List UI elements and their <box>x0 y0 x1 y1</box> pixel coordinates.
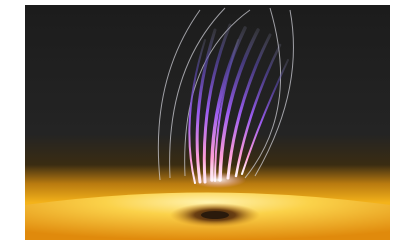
loop-footpoint-glow <box>190 172 246 188</box>
scene <box>0 0 408 245</box>
sunspot-core <box>201 211 229 219</box>
page: {} <box>0 0 408 245</box>
